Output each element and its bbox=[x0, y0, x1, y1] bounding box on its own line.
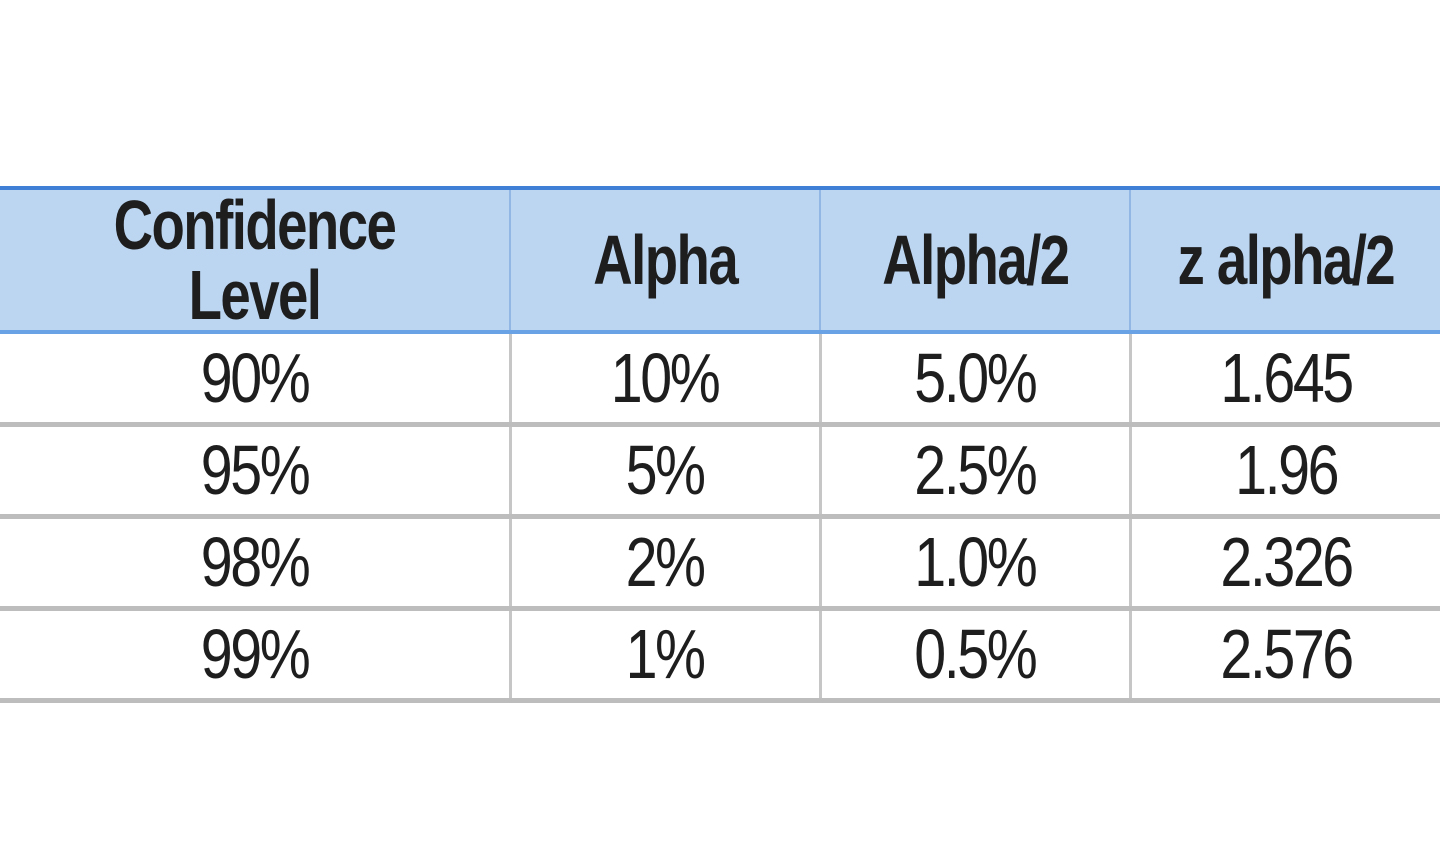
header-label: Confidence Level bbox=[113, 186, 397, 334]
cell-value: 1.96 bbox=[1234, 431, 1339, 509]
cell-alpha: 1% bbox=[510, 608, 822, 703]
table-row: 98% 2% 1.0% 2.326 bbox=[0, 516, 1440, 611]
header-z-alpha-half: z alpha/2 bbox=[1130, 186, 1440, 334]
cell-value: 1% bbox=[625, 615, 707, 693]
cell-value: 2% bbox=[625, 523, 707, 601]
cell-alpha-half: 0.5% bbox=[820, 608, 1132, 703]
cell-alpha: 2% bbox=[510, 516, 822, 611]
cell-z-alpha-half: 1.96 bbox=[1130, 424, 1440, 519]
header-label: Alpha/2 bbox=[881, 221, 1070, 299]
header-confidence-level: Confidence Level bbox=[0, 186, 511, 334]
cell-confidence-level: 99% bbox=[0, 608, 512, 703]
header-label: Alpha bbox=[593, 221, 738, 299]
table-header: Confidence Level Alpha Alpha/2 z alpha/2 bbox=[0, 186, 1440, 334]
cell-alpha: 5% bbox=[510, 424, 822, 519]
cell-alpha: 10% bbox=[510, 332, 822, 427]
table-body: 90% 10% 5.0% 1.645 95% 5% 2.5% 1.96 98% … bbox=[0, 332, 1440, 703]
cell-alpha-half: 1.0% bbox=[820, 516, 1132, 611]
cell-value: 98% bbox=[200, 523, 310, 601]
cell-value: 99% bbox=[200, 615, 310, 693]
cell-value: 2.5% bbox=[914, 431, 1037, 509]
cell-alpha-half: 2.5% bbox=[820, 424, 1132, 519]
cell-confidence-level: 98% bbox=[0, 516, 512, 611]
cell-value: 2.326 bbox=[1220, 523, 1354, 601]
cell-value: 10% bbox=[611, 338, 721, 417]
cell-confidence-level: 95% bbox=[0, 424, 512, 519]
cell-value: 2.576 bbox=[1220, 615, 1354, 693]
table-row: 95% 5% 2.5% 1.96 bbox=[0, 424, 1440, 519]
cell-alpha-half: 5.0% bbox=[820, 332, 1132, 427]
cell-z-alpha-half: 2.326 bbox=[1130, 516, 1440, 611]
cell-confidence-level: 90% bbox=[0, 332, 512, 427]
cell-value: 0.5% bbox=[914, 615, 1037, 693]
cell-value: 5.0% bbox=[914, 338, 1037, 417]
table-row: 99% 1% 0.5% 2.576 bbox=[0, 608, 1440, 703]
header-row: Confidence Level Alpha Alpha/2 z alpha/2 bbox=[0, 186, 1440, 334]
cell-value: 90% bbox=[200, 338, 310, 417]
cell-value: 1.0% bbox=[914, 523, 1037, 601]
cell-value: 1.645 bbox=[1220, 338, 1354, 417]
cell-value: 95% bbox=[200, 431, 310, 509]
cell-value: 5% bbox=[625, 431, 707, 509]
header-alpha-half: Alpha/2 bbox=[820, 186, 1131, 334]
header-label: z alpha/2 bbox=[1177, 221, 1395, 299]
table-row: 90% 10% 5.0% 1.645 bbox=[0, 332, 1440, 427]
header-alpha: Alpha bbox=[510, 186, 821, 334]
cell-z-alpha-half: 1.645 bbox=[1130, 332, 1440, 427]
confidence-table: Confidence Level Alpha Alpha/2 z alpha/2… bbox=[0, 186, 1440, 703]
cell-z-alpha-half: 2.576 bbox=[1130, 608, 1440, 703]
